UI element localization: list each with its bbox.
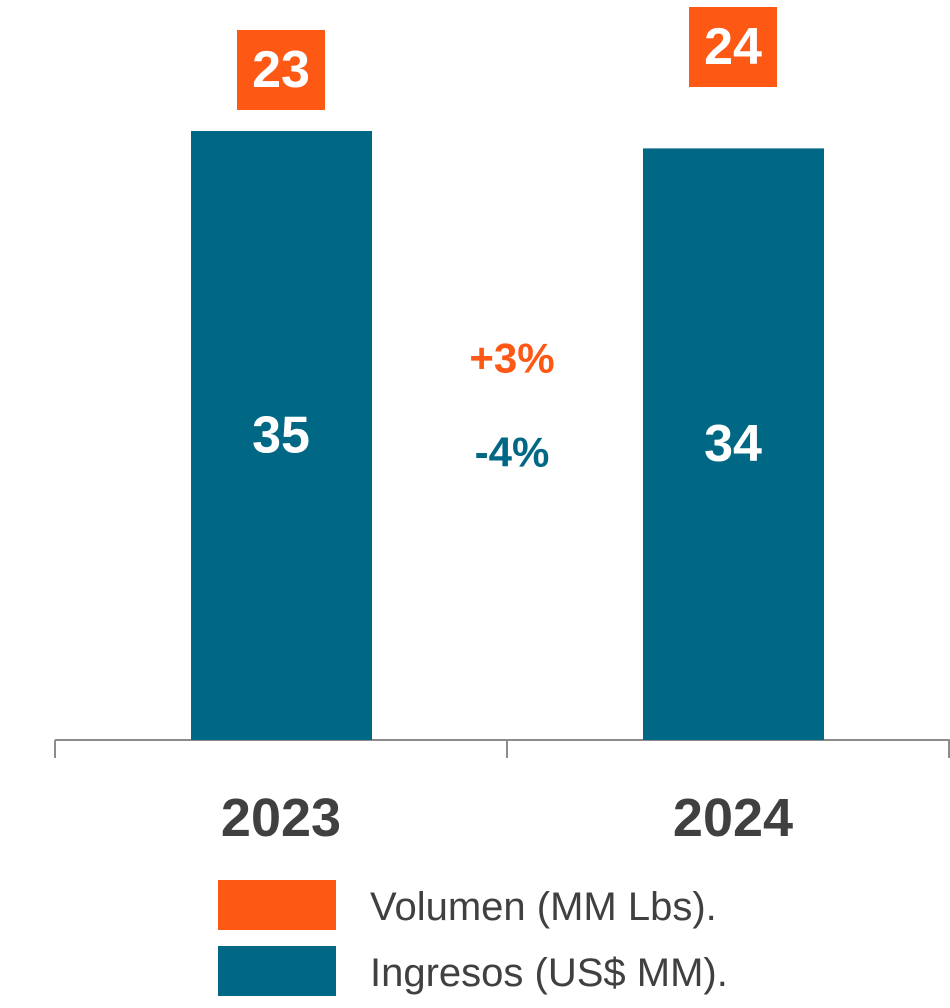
- volume-label: 23: [252, 41, 310, 99]
- legend-swatch: [218, 946, 336, 996]
- volume-marker: [237, 30, 325, 110]
- bar: [191, 131, 372, 740]
- bar: [643, 148, 824, 740]
- annotation: -4%: [475, 429, 550, 476]
- annotation: +3%: [469, 335, 554, 382]
- bar-label: 35: [252, 407, 310, 465]
- x-tick-label: 2024: [673, 788, 793, 848]
- legend-label: Volumen (MM Lbs).: [370, 885, 717, 929]
- x-tick-label: 2023: [221, 788, 341, 848]
- bar-label: 34: [704, 415, 762, 473]
- legend-swatch: [218, 880, 336, 930]
- legend-label: Ingresos (US$ MM).: [370, 951, 728, 995]
- volume-label: 24: [704, 18, 762, 76]
- volume-marker: [689, 7, 777, 87]
